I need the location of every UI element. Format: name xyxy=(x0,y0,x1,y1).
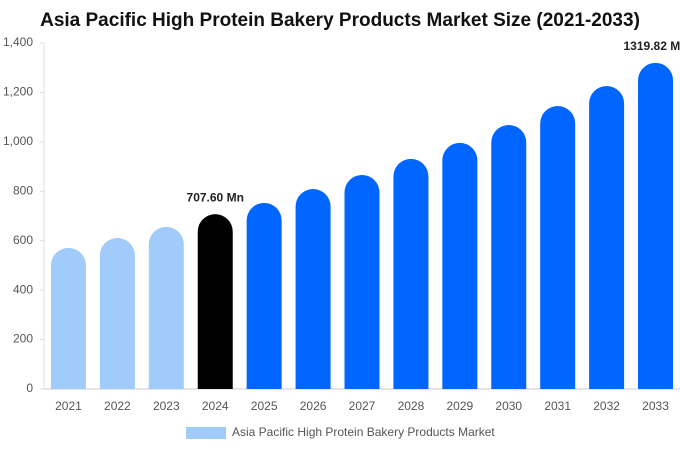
bar xyxy=(50,247,86,389)
y-tick-label: 200 xyxy=(13,332,33,346)
value-label: 707.60 Mn xyxy=(187,190,244,204)
legend-swatch xyxy=(186,427,226,439)
chart-title: Asia Pacific High Protein Bakery Product… xyxy=(40,10,640,31)
x-tick-label: 2033 xyxy=(642,399,669,413)
bar xyxy=(589,86,625,389)
bar xyxy=(246,202,282,389)
x-tick-label: 2032 xyxy=(593,399,620,413)
x-tick-label: 2025 xyxy=(251,399,278,413)
bar xyxy=(491,125,527,390)
x-tick-label: 2028 xyxy=(398,399,425,413)
y-tick-label: 1,200 xyxy=(3,85,33,99)
bar xyxy=(295,189,331,389)
x-tick-label: 2030 xyxy=(495,399,522,413)
x-tick-label: 2024 xyxy=(202,399,229,413)
x-tick-label: 2031 xyxy=(544,399,571,413)
bar xyxy=(344,174,380,389)
bar xyxy=(197,214,233,389)
x-tick-label: 2022 xyxy=(104,399,131,413)
bar xyxy=(148,226,184,389)
y-tick-label: 1,400 xyxy=(3,35,33,49)
x-tick-label: 2026 xyxy=(300,399,327,413)
y-tick-label: 0 xyxy=(26,381,33,395)
y-tick-label: 1,000 xyxy=(3,134,33,148)
x-tick-label: 2021 xyxy=(55,399,82,413)
y-tick-label: 600 xyxy=(13,233,33,247)
bar xyxy=(99,237,135,389)
bar xyxy=(638,62,674,389)
y-tick-label: 800 xyxy=(13,183,33,197)
x-tick-label: 2027 xyxy=(349,399,376,413)
value-label: 1319.82 Mn xyxy=(624,39,680,53)
bar xyxy=(540,106,576,390)
bar xyxy=(393,158,429,389)
legend-label: Asia Pacific High Protein Bakery Product… xyxy=(232,425,495,439)
bar xyxy=(442,142,478,389)
y-tick-label: 400 xyxy=(13,282,33,296)
x-tick-label: 2029 xyxy=(446,399,473,413)
x-tick-label: 2023 xyxy=(153,399,180,413)
